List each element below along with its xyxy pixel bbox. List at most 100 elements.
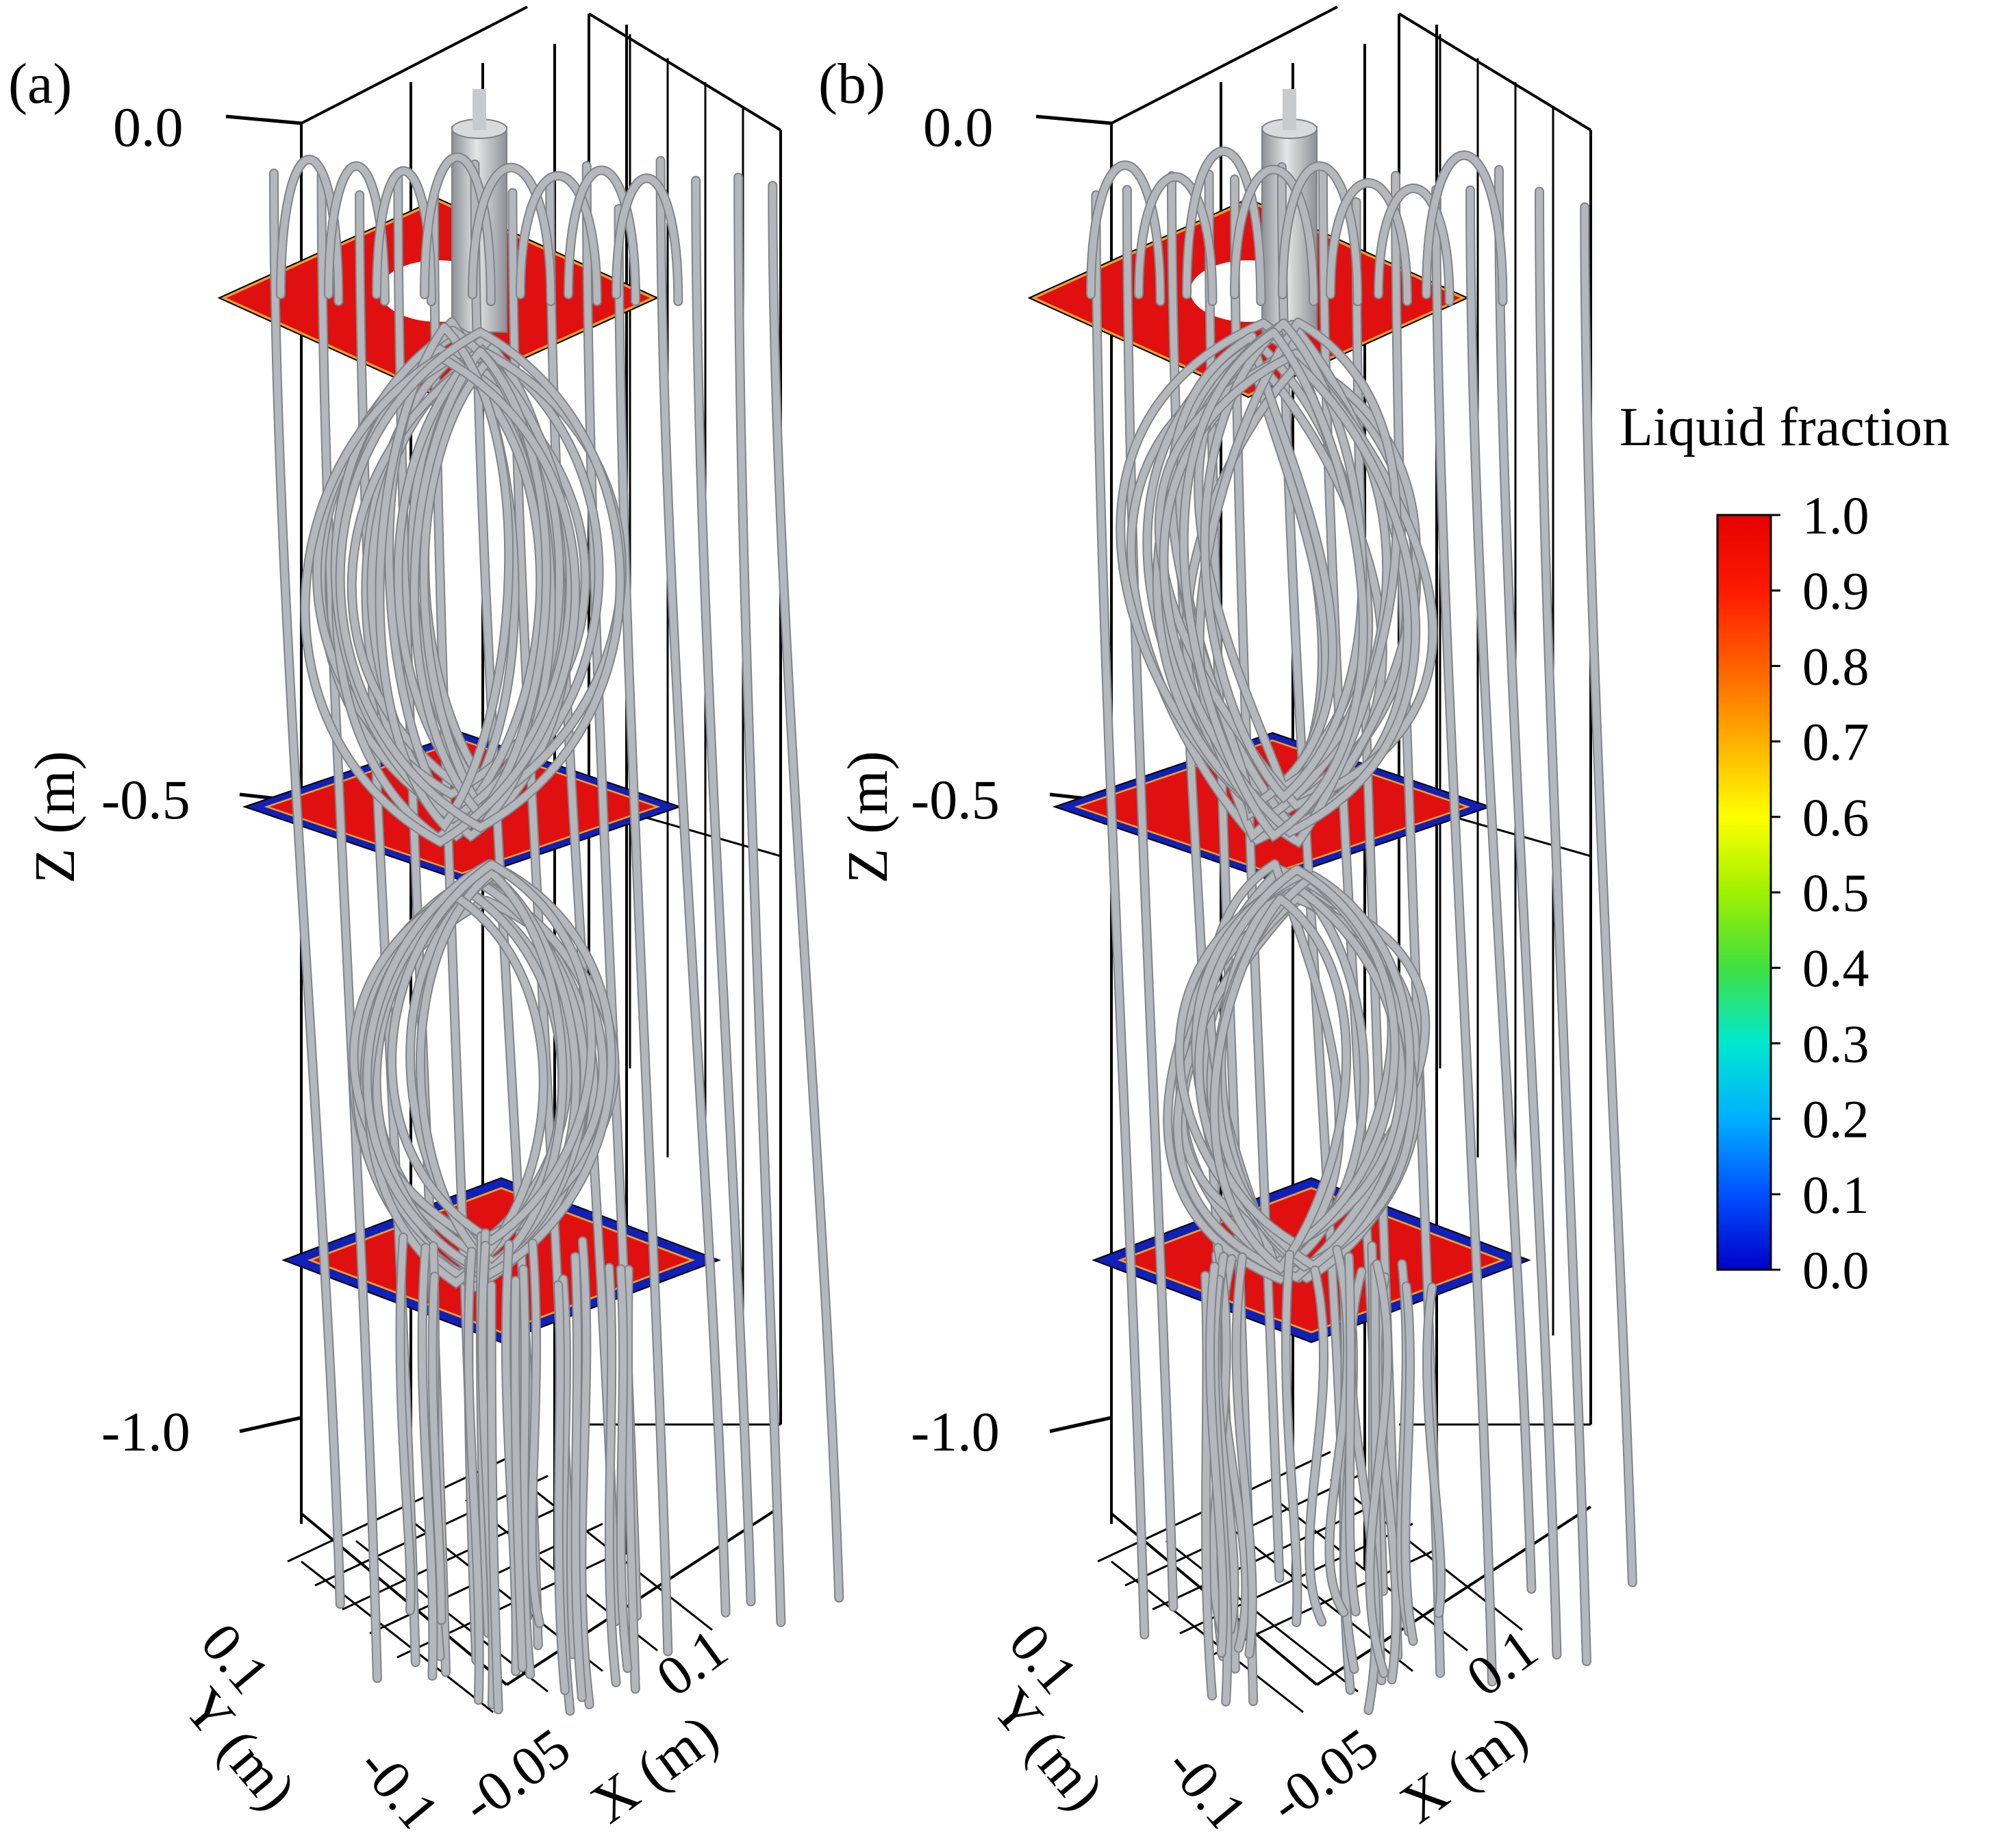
stream-arch-b-1 (1135, 173, 1216, 305)
stream-lower-b-8 (1424, 1283, 1445, 1617)
z-tick-b-2: -1.0 (911, 1401, 1000, 1463)
y-tick-a-1: -0.1 (346, 1735, 451, 1829)
stream-arch-b-4 (1279, 162, 1361, 305)
panel-label-a: (a) (8, 52, 72, 116)
colorbar-ticks: 1.0 0.9 0.8 0.7 0.6 0.5 0.4 0.3 0.2 0.1 0.0 (1771, 486, 1869, 1300)
stream-lower-a-14 (520, 1266, 534, 1678)
z-tickmark-0-a (225, 114, 302, 125)
z-tickmark-0-b (1035, 114, 1112, 125)
floor-front-x-a (505, 1505, 782, 1686)
stream-outer-a-11 (692, 177, 755, 1605)
floor-x-a-0 (301, 1560, 494, 1714)
colorbar-tick-label-6: 0.4 (1802, 938, 1869, 998)
rod-tip-b (1283, 89, 1296, 130)
stream-outer-b-9 (1433, 186, 1496, 1685)
stream-lower-a-11 (571, 1253, 585, 1701)
z-tick-a-1: -0.5 (101, 768, 190, 831)
stream-lower-a-21 (512, 1277, 526, 1671)
stream-lower-a-3 (625, 1266, 639, 1693)
stream-arch-b-5 (1327, 179, 1411, 305)
panel-a: (a) 0.0 -0.5 -1.0 Z (m) 0.1 -0.1 Y (m) -… (8, 5, 844, 1832)
stream-arch-a-3 (421, 153, 494, 305)
colorbar-tick-label-7: 0.3 (1802, 1014, 1869, 1073)
stream-outer-a-0 (270, 170, 344, 1608)
colorbar-tick-label-4: 0.6 (1802, 788, 1869, 847)
stream-outer-b-1 (1123, 186, 1177, 1611)
z-tick-a-0: 0.0 (113, 96, 184, 158)
x-tick-a-1: 0.1 (645, 1617, 738, 1709)
stream-lower-a-12 (617, 1265, 631, 1672)
colorbar-tick-label-1: 0.9 (1802, 561, 1869, 620)
stream-lower-a-18 (555, 1281, 569, 1694)
stream-lower-b-19 (1233, 1253, 1256, 1657)
stream-lower-a-7 (418, 1244, 437, 1679)
stream-loop-upper-a-13 (376, 323, 513, 831)
stream-loop-upper-b-13 (1201, 319, 1366, 802)
colorbar-tick-label-2: 0.8 (1802, 636, 1869, 696)
z-axis-title-a: Z (m) (23, 751, 87, 883)
stream-lower-b-18 (1366, 1260, 1391, 1677)
stream-lower-a-5 (578, 1238, 593, 1708)
stream-lower-a-17 (465, 1248, 483, 1704)
stream-lower-a-16 (488, 1281, 502, 1714)
stream-lower-b-16 (1345, 1253, 1359, 1616)
stream-loop-lower-a-11 (388, 861, 595, 1244)
stream-lower-b-17 (1402, 1283, 1417, 1645)
grid-right-top-a (588, 12, 782, 131)
stream-arch-b-6 (1375, 185, 1453, 305)
stream-arch-b-7 (1423, 151, 1507, 305)
stream-lower-a-19 (429, 1272, 445, 1624)
colorbar-tick-label-10: 0.0 (1802, 1240, 1869, 1300)
stream-outer-a-13 (769, 182, 843, 1602)
z-axis-title-b: Z (m) (836, 751, 900, 883)
stream-outer-a-1 (318, 172, 381, 1682)
x-tick-b-1: 0.1 (1455, 1617, 1548, 1709)
stream-arch-b-0 (1087, 162, 1164, 305)
stream-arch-a-6 (565, 166, 640, 305)
z-tick-b-0: 0.0 (923, 96, 994, 158)
stream-outer-b-0 (1092, 191, 1148, 1638)
floor-front-x-b (1315, 1505, 1592, 1686)
stream-loop-upper-b-14 (1160, 353, 1420, 837)
stream-loop-lower-a-9 (365, 893, 547, 1288)
stream-lower-a-20 (605, 1264, 620, 1686)
colorbar: Liquid fraction 1.0 0.9 0.8 0.7 0.6 0.5 0.4 0.3… (1620, 397, 1950, 1300)
colorbar-tick-label-0: 1.0 (1802, 486, 1869, 545)
stream-loop-upper-b-12 (1196, 318, 1400, 847)
stream-outer-b-10 (1467, 186, 1535, 1593)
z-tickmark-2-a (239, 1416, 302, 1433)
rod-tip-a (473, 89, 486, 130)
stream-outer-a-9 (615, 205, 672, 1655)
stream-loop-upper-a-15 (336, 328, 624, 831)
stream-loop-upper-a-14 (301, 353, 579, 846)
stream-arch-b-2 (1183, 147, 1265, 305)
stream-lower-a-1 (528, 1240, 543, 1627)
y-tick-b-1: -0.1 (1155, 1735, 1259, 1829)
stream-outer-b-12 (1536, 188, 1590, 1665)
stream-loop-lower-a-10 (364, 860, 615, 1279)
colorbar-gradient (1716, 514, 1772, 1271)
colorbar-tick-label-8: 0.2 (1802, 1090, 1869, 1149)
colorbar-title: Liquid fraction (1620, 397, 1950, 457)
stream-outer-a-10 (657, 157, 729, 1616)
streamlines-a (269, 152, 844, 1716)
stream-loop-upper-b-15 (1180, 329, 1367, 841)
grid-top-diagonal-b (1111, 5, 1338, 125)
stream-outer-b-13 (1581, 203, 1636, 1586)
stream-outer-b-11 (1495, 166, 1561, 1659)
colorbar-tick-label-5: 0.5 (1802, 863, 1869, 923)
x-axis-title-b: X (m) (1389, 1703, 1539, 1829)
x-tick-b-0: -0.05 (1258, 1716, 1389, 1829)
colorbar-tick-label-9: 0.1 (1802, 1165, 1869, 1225)
z-tick-b-1: -0.5 (911, 768, 1000, 831)
x-tick-a-0: -0.05 (450, 1716, 581, 1829)
x-axis-title-a: X (m) (580, 1703, 730, 1829)
stream-lower-b-6 (1306, 1266, 1328, 1626)
stream-lower-b-21 (1207, 1263, 1227, 1657)
floor-x-b-1 (1166, 1540, 1359, 1693)
stream-outer-a-12 (735, 174, 785, 1626)
stream-lower-b-0 (1282, 1251, 1301, 1626)
stream-outer-a-2 (356, 191, 419, 1666)
